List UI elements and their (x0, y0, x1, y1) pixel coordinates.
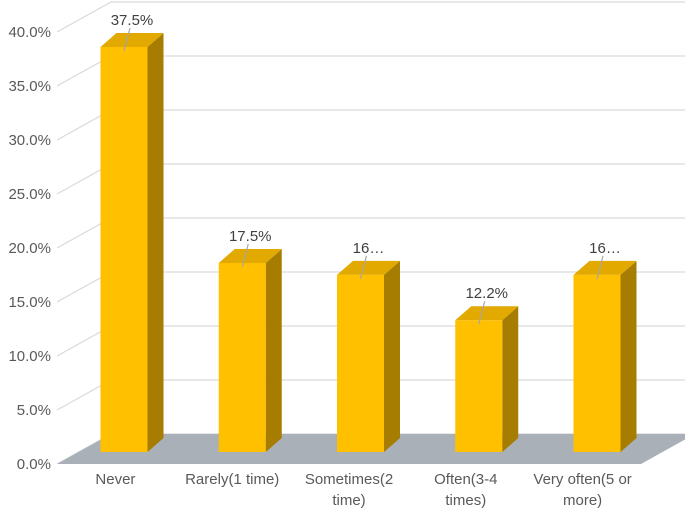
gridline (56, 1, 685, 33)
category-label-never: Never (95, 471, 135, 488)
bar-side-never (147, 33, 164, 452)
data-label-leader-line (478, 301, 486, 325)
category-label-rarely-1-time: Rarely(1 time) (185, 471, 279, 488)
y-axis-tick-label: 30.0% (8, 132, 51, 149)
data-label-never: 37.5% (111, 12, 154, 29)
bar-side-very-often-5-or-more (620, 260, 637, 452)
category-label-often-3-4-times: times) (445, 492, 486, 509)
bar-side-rarely-1-time (265, 249, 282, 452)
bar-often-3-4-times (455, 320, 503, 452)
data-label-leader-line (359, 255, 368, 280)
y-axis-tick-label: 15.0% (8, 294, 51, 311)
bar-top-never (100, 33, 164, 47)
data-label-rarely-1-time: 17.5% (229, 228, 272, 245)
data-label-leader-line (123, 27, 131, 52)
category-label-sometimes-2-time: time) (332, 492, 365, 509)
bar-sometimes-2-time (337, 274, 384, 452)
data-label-leader-line (596, 255, 604, 280)
data-label-often-3-4-times: 12.2% (465, 285, 508, 302)
bar-very-often-5-or-more (573, 274, 621, 452)
bar-side-often-3-4-times (502, 306, 519, 452)
y-axis-tick-label: 35.0% (8, 78, 51, 95)
bar-top-very-often-5-or-more (573, 260, 637, 275)
bar-rarely-1-time (218, 263, 266, 452)
data-label-very-often-5-or-more: 16… (589, 240, 621, 257)
bar-top-rarely-1-time (218, 249, 282, 263)
bar-side-sometimes-2-time (384, 260, 400, 452)
data-label-leader-line (241, 243, 249, 268)
category-label-very-often-5-or-more: more) (563, 492, 602, 509)
data-label-sometimes-2-time: 16… (353, 240, 385, 257)
category-label-often-3-4-times: Often(3-4 (434, 471, 497, 488)
bar-top-sometimes-2-time (337, 260, 400, 275)
y-axis-tick-label: 25.0% (8, 186, 51, 203)
y-axis-tick-label: 20.0% (8, 240, 51, 257)
category-label-very-often-5-or-more: Very often(5 or (533, 471, 631, 488)
category-label-sometimes-2-time: Sometimes(2 (305, 471, 393, 488)
y-axis-tick-label: 5.0% (17, 402, 51, 419)
bar-top-often-3-4-times (455, 306, 519, 321)
y-axis-tick-label: 0.0% (17, 456, 51, 473)
y-axis-tick-label: 10.0% (8, 348, 51, 365)
y-axis-tick-label: 40.0% (8, 24, 51, 41)
bar-never (100, 47, 148, 452)
